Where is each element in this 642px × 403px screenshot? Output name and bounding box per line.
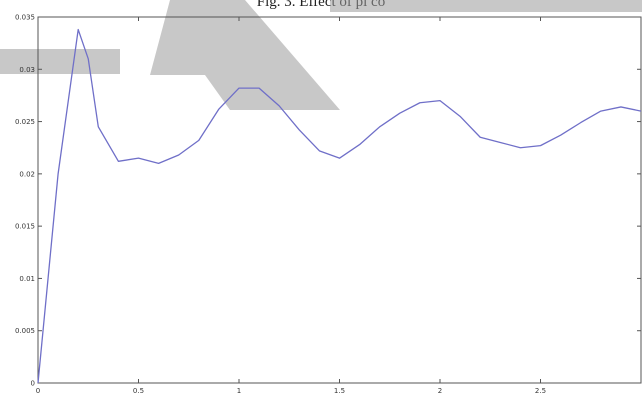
watermark-band [330,0,642,12]
watermark [0,0,642,110]
x-tick-label: 2 [438,387,442,395]
y-tick-label: 0.01 [19,275,35,283]
x-tick-label: 1 [237,387,241,395]
y-tick-label: 0.005 [15,327,35,335]
y-tick-label: 0.03 [19,66,35,74]
axes: 0 0.5 1 1.5 2 2.5 0 0.005 0.01 0.015 0.02 0.025 0.03… [15,14,642,395]
y-tick-label: 0.035 [15,14,35,22]
y-tick-label: 0.025 [15,118,35,126]
watermark-bar [0,49,120,74]
series-line-0 [37,28,642,384]
chart-title: Fig. 3. Effect of pi co [256,0,386,10]
series-layer [37,28,642,384]
y-tick-label: 0.02 [19,170,35,178]
watermark-shape [150,0,340,110]
axes-frame [37,16,642,384]
x-tick-label: 1.5 [334,387,345,395]
y-tick-label: 0 [31,380,35,388]
x-tick-label: 2.5 [535,387,546,395]
x-tick-label: 0.5 [133,387,144,395]
y-tick-label: 0.015 [15,223,35,231]
x-tick-label: 0 [36,387,40,395]
